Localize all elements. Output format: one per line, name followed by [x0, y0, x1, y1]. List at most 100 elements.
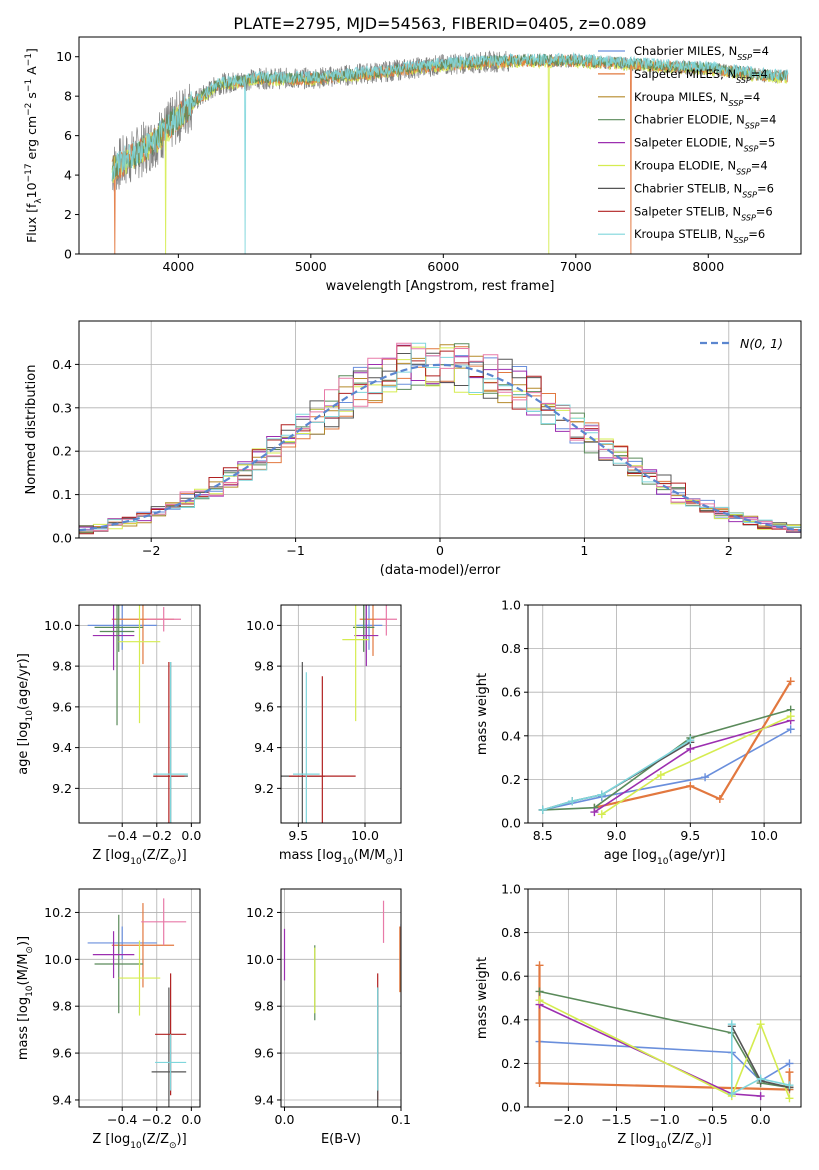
y-tick-label: 0.2 [501, 772, 521, 787]
weight-marker [656, 771, 665, 780]
y-tick-label: 0.6 [501, 685, 521, 700]
spectrum-lines [111, 50, 789, 254]
y-tick-label: 0.4 [501, 728, 521, 743]
y-tick-label: 9.2 [52, 781, 72, 796]
weight-lines [538, 677, 795, 819]
legend-label: Salpeter MILES, NSSP=4 [634, 67, 768, 85]
figure-title: PLATE=2795, MJD=54563, FIBERID=0405, z=0… [233, 14, 646, 33]
y-tick-label: 0.1 [52, 487, 72, 502]
axes-frame [78, 320, 802, 539]
axes-frame [78, 604, 201, 824]
weight-marker [535, 987, 544, 996]
weight-marker [535, 1079, 544, 1088]
x-tick-label: −2 [142, 543, 160, 558]
y-tick-label: 0.0 [501, 816, 521, 831]
y-tick-label: 10.2 [44, 905, 72, 920]
x-tick-label: 5000 [295, 259, 327, 274]
y-tick-label: 8 [64, 89, 72, 104]
errorbars [283, 900, 401, 1107]
y-tick-label: 9.8 [52, 659, 72, 674]
legend-label: Kroupa STELIB, NSSP=6 [634, 227, 765, 245]
y-axis-label: mass [log10(M/M⊙)] [16, 936, 35, 1060]
axes-frame [280, 604, 402, 824]
x-axis-label: Z [log10(Z/Z⊙)] [92, 848, 186, 867]
legend-label: Chabrier STELIB, NSSP=6 [634, 181, 774, 199]
x-tick-label: 9.0 [607, 828, 627, 843]
y-tick-label: 4 [64, 168, 72, 183]
y-tick-label: 10.0 [246, 952, 274, 967]
y-tick-label: 6 [64, 128, 72, 143]
x-tick-label: 10.0 [750, 828, 778, 843]
weight-marker [756, 1074, 765, 1083]
x-axis-label: age [log10(age/yr)] [604, 848, 726, 867]
weight-series-line [539, 999, 791, 1099]
weight-series-line [731, 1024, 790, 1096]
axes-frame [527, 888, 802, 1108]
y-tick-label: 10.2 [246, 905, 274, 920]
x-axis-label: mass [log10(M/M⊙)] [279, 848, 403, 867]
y-tick-label: 0.0 [501, 1100, 521, 1115]
y-tick-label: 9.4 [52, 740, 72, 755]
x-tick-label: −1.0 [649, 1112, 679, 1127]
legend-label: Chabrier MILES, NSSP=4 [634, 44, 769, 62]
x-axis-label: (data-model)/error [380, 563, 501, 578]
weight-marker [701, 773, 710, 782]
weight-series-line [538, 965, 791, 1091]
legend-label: Salpeter STELIB, NSSP=6 [634, 204, 773, 222]
y-tick-label: 9.2 [254, 781, 274, 796]
y-tick-label: 9.4 [52, 1092, 72, 1107]
errorbars [87, 605, 188, 823]
y-tick-label: 10.0 [44, 952, 72, 967]
y-tick-label: 0.0 [52, 531, 72, 546]
y-axis-label: Flux [fλ10−17 erg cm−2 s−1 A−1] [24, 48, 44, 243]
y-tick-label: 10.0 [44, 618, 72, 633]
y-tick-label: 0.8 [501, 925, 521, 940]
weight-marker [686, 736, 695, 745]
y-tick-label: 0.6 [501, 969, 521, 984]
y-tick-label: 9.4 [254, 740, 274, 755]
y-tick-label: 1.0 [501, 598, 521, 613]
x-tick-label: −1 [286, 543, 304, 558]
weight-marker [756, 1020, 765, 1029]
weight-marker [756, 1092, 765, 1101]
y-tick-label: 9.6 [254, 1046, 274, 1061]
y-tick-label: 9.6 [52, 1046, 72, 1061]
y-tick-label: 9.8 [254, 999, 274, 1014]
x-tick-label: −0.4 [107, 828, 137, 843]
x-tick-label: 0.0 [275, 1112, 295, 1127]
weight-marker [785, 1068, 794, 1077]
x-axis-label: wavelength [Angstrom, rest frame] [326, 279, 555, 294]
y-tick-label: 0.2 [52, 444, 72, 459]
x-tick-label: −0.4 [107, 1112, 137, 1127]
weight-series-line [594, 680, 792, 809]
weight-series-line [593, 719, 791, 813]
weight-marker [785, 1094, 794, 1103]
gaussian-curve [79, 363, 801, 532]
x-tick-label: 9.5 [288, 828, 308, 843]
weight-marker [597, 810, 606, 819]
weight-marker [786, 677, 795, 686]
weight-marker [727, 1089, 736, 1098]
x-tick-label: 8000 [692, 259, 724, 274]
x-tick-label: 2 [725, 543, 733, 558]
weight-series-line [539, 1003, 761, 1097]
y-axis-label: Normed distribution [24, 365, 39, 495]
legend-label: Kroupa MILES, NSSP=4 [634, 90, 760, 108]
weight-marker [786, 712, 795, 721]
weight-marker [785, 1059, 794, 1068]
legend-label: Salpeter ELODIE, NSSP=5 [634, 136, 775, 154]
weight-marker [590, 808, 599, 817]
x-tick-label: 0.0 [181, 1112, 201, 1127]
legend-label: Kroupa ELODIE, NSSP=4 [634, 159, 768, 177]
weight-series-line [539, 990, 790, 1089]
y-tick-label: 9.6 [254, 699, 274, 714]
y-axis-label: age [log10(age/yr)] [16, 653, 35, 775]
axes-frame [280, 888, 402, 1108]
weight-series-line [542, 708, 791, 811]
histogram-series [79, 342, 801, 534]
weight-marker [715, 795, 724, 804]
weight-marker [785, 1081, 794, 1090]
x-tick-label: 10.0 [351, 828, 379, 843]
y-tick-label: 0.2 [501, 1056, 521, 1071]
